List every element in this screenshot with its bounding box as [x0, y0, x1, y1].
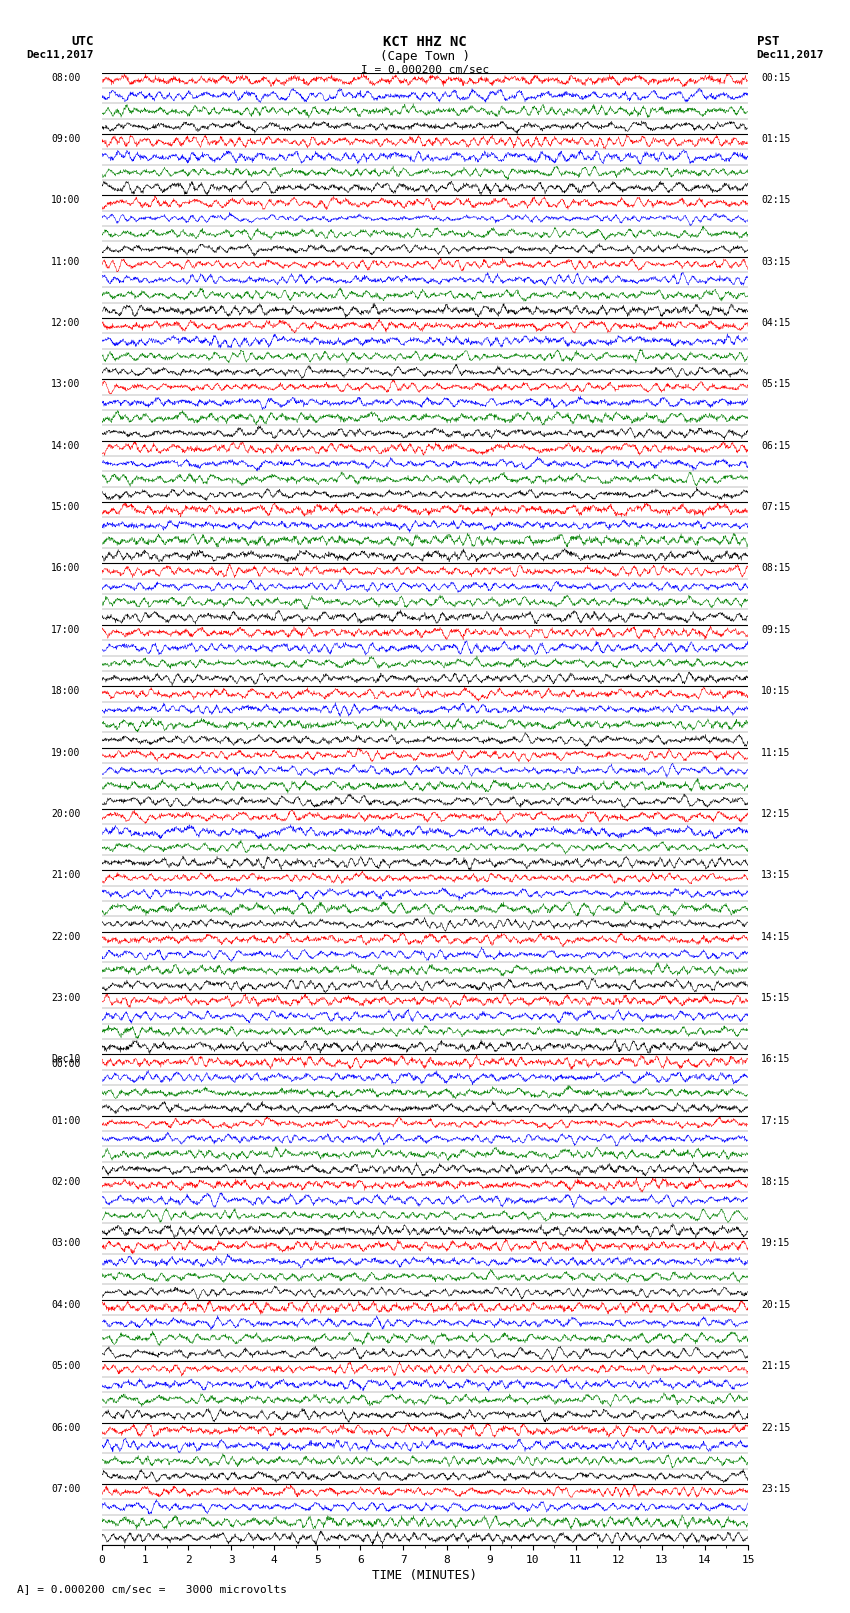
Text: 16:15: 16:15 — [761, 1055, 790, 1065]
Text: I = 0.000200 cm/sec: I = 0.000200 cm/sec — [361, 65, 489, 74]
Text: 23:00: 23:00 — [51, 994, 81, 1003]
Text: Dec10: Dec10 — [51, 1055, 81, 1065]
Text: 00:15: 00:15 — [761, 73, 790, 82]
Text: 05:00: 05:00 — [51, 1361, 81, 1371]
Text: 13:15: 13:15 — [761, 871, 790, 881]
Text: 06:15: 06:15 — [761, 440, 790, 450]
Text: 08:15: 08:15 — [761, 563, 790, 574]
Text: 20:00: 20:00 — [51, 810, 81, 819]
Text: Dec11,2017: Dec11,2017 — [26, 50, 94, 60]
Text: 10:00: 10:00 — [51, 195, 81, 205]
Text: 12:15: 12:15 — [761, 810, 790, 819]
Text: 11:15: 11:15 — [761, 747, 790, 758]
Text: 10:15: 10:15 — [761, 686, 790, 697]
Text: 02:15: 02:15 — [761, 195, 790, 205]
Text: 07:00: 07:00 — [51, 1484, 81, 1494]
Text: 12:00: 12:00 — [51, 318, 81, 327]
Text: 04:00: 04:00 — [51, 1300, 81, 1310]
Text: Dec11,2017: Dec11,2017 — [756, 50, 824, 60]
Text: 22:15: 22:15 — [761, 1423, 790, 1432]
Text: 11:00: 11:00 — [51, 256, 81, 266]
Text: 14:15: 14:15 — [761, 932, 790, 942]
Text: 21:15: 21:15 — [761, 1361, 790, 1371]
Text: 09:00: 09:00 — [51, 134, 81, 144]
Text: 14:00: 14:00 — [51, 440, 81, 450]
Text: 18:00: 18:00 — [51, 686, 81, 697]
Text: 15:15: 15:15 — [761, 994, 790, 1003]
Text: 04:15: 04:15 — [761, 318, 790, 327]
Text: 21:00: 21:00 — [51, 871, 81, 881]
Text: 19:00: 19:00 — [51, 747, 81, 758]
Text: 23:15: 23:15 — [761, 1484, 790, 1494]
Text: 05:15: 05:15 — [761, 379, 790, 389]
Text: UTC: UTC — [71, 35, 94, 48]
Text: 17:15: 17:15 — [761, 1116, 790, 1126]
Text: 03:00: 03:00 — [51, 1239, 81, 1248]
Text: 16:00: 16:00 — [51, 563, 81, 574]
Text: 18:15: 18:15 — [761, 1177, 790, 1187]
Text: 09:15: 09:15 — [761, 624, 790, 636]
Text: 01:00: 01:00 — [51, 1116, 81, 1126]
Text: 15:00: 15:00 — [51, 502, 81, 511]
Text: KCT HHZ NC: KCT HHZ NC — [383, 35, 467, 50]
Text: 01:15: 01:15 — [761, 134, 790, 144]
Text: 03:15: 03:15 — [761, 256, 790, 266]
Text: 08:00: 08:00 — [51, 73, 81, 82]
Text: 02:00: 02:00 — [51, 1177, 81, 1187]
Text: 17:00: 17:00 — [51, 624, 81, 636]
Text: 07:15: 07:15 — [761, 502, 790, 511]
Text: 19:15: 19:15 — [761, 1239, 790, 1248]
Text: 22:00: 22:00 — [51, 932, 81, 942]
Text: 06:00: 06:00 — [51, 1423, 81, 1432]
Text: 00:00: 00:00 — [51, 1060, 81, 1069]
Text: 13:00: 13:00 — [51, 379, 81, 389]
Text: 20:15: 20:15 — [761, 1300, 790, 1310]
Text: PST: PST — [756, 35, 779, 48]
Text: A] = 0.000200 cm/sec =   3000 microvolts: A] = 0.000200 cm/sec = 3000 microvolts — [17, 1584, 287, 1594]
Text: (Cape Town ): (Cape Town ) — [380, 50, 470, 63]
X-axis label: TIME (MINUTES): TIME (MINUTES) — [372, 1569, 478, 1582]
